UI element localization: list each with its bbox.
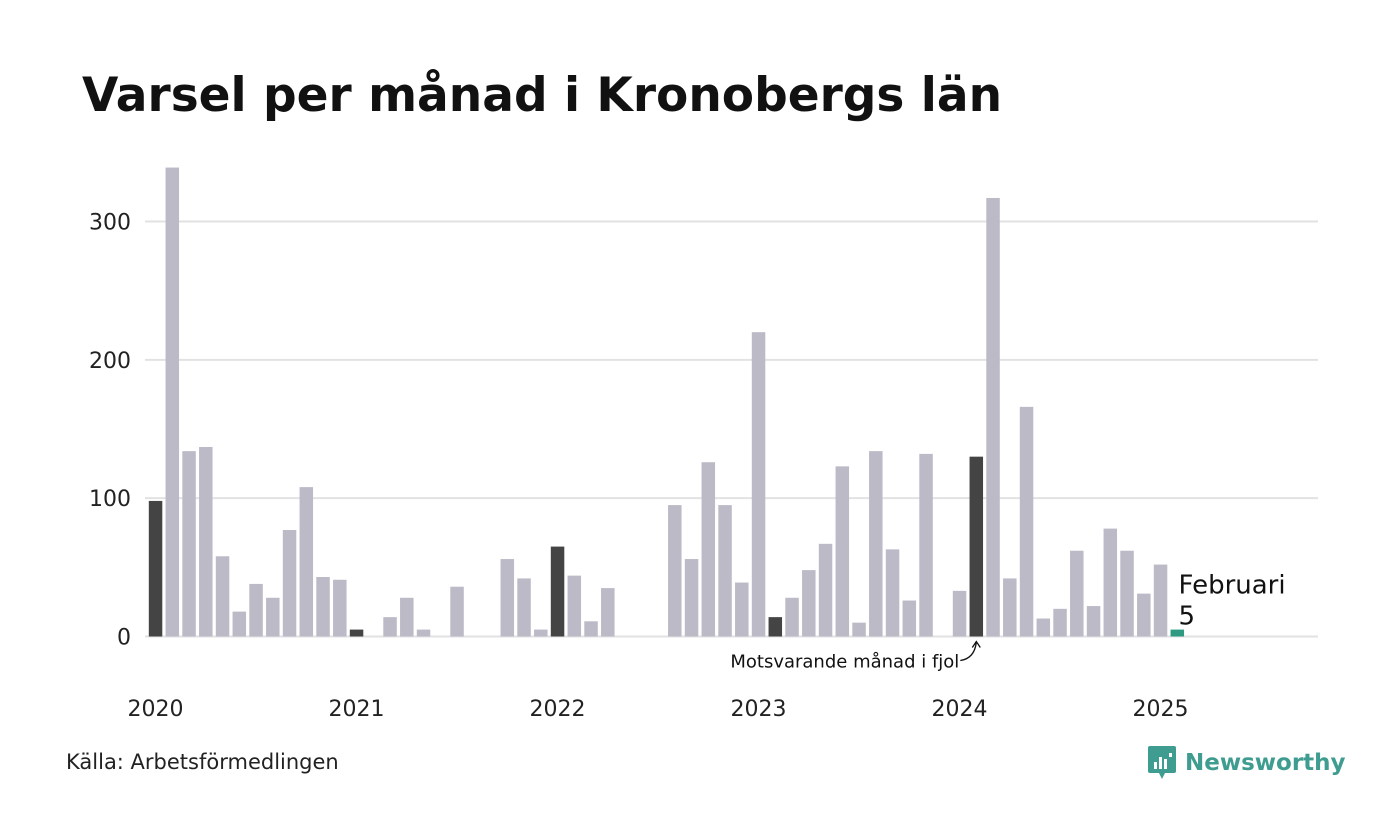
x-tick-label: 2024 xyxy=(932,697,988,722)
bar xyxy=(148,500,163,637)
bar xyxy=(852,622,866,637)
bar xyxy=(165,167,180,637)
bar xyxy=(266,597,280,637)
bar xyxy=(517,578,531,637)
y-tick-label: 0 xyxy=(117,626,131,651)
bar xyxy=(232,611,247,637)
bar xyxy=(684,559,699,637)
bar xyxy=(869,451,883,637)
y-tick-label: 100 xyxy=(89,487,131,512)
bar xyxy=(818,543,833,637)
annotation-arrow xyxy=(960,640,981,662)
bar xyxy=(785,597,799,637)
bar xyxy=(919,453,933,637)
bar xyxy=(885,549,900,637)
bar xyxy=(1170,629,1185,637)
bar xyxy=(668,505,682,637)
bar xyxy=(802,570,816,637)
annotation-label: Motsvarande månad i fjol xyxy=(730,652,959,673)
bar xyxy=(567,575,582,637)
current-month-callout: Februari 5 xyxy=(1179,571,1286,632)
bar xyxy=(316,577,330,637)
bar xyxy=(601,588,615,637)
bar xyxy=(199,446,213,637)
bar xyxy=(550,546,565,637)
y-tick-label: 200 xyxy=(89,349,131,374)
bar xyxy=(718,505,732,637)
bar xyxy=(534,629,548,637)
bar xyxy=(282,529,297,637)
bars xyxy=(148,167,1185,637)
x-tick-label: 2020 xyxy=(128,697,184,722)
bar xyxy=(768,617,783,637)
bar xyxy=(416,629,431,637)
x-axis-ticks: 2020 2021 2022 2023 2024 2025 xyxy=(128,697,1189,722)
bar xyxy=(969,456,984,637)
callout-month-label: Februari xyxy=(1179,571,1286,601)
bar xyxy=(400,597,414,637)
bar xyxy=(1153,564,1168,637)
x-tick-label: 2022 xyxy=(530,697,586,722)
bar xyxy=(299,487,314,637)
callout-value-label: 5 xyxy=(1179,602,1196,632)
bar xyxy=(952,590,967,637)
bar xyxy=(349,629,364,637)
bar xyxy=(182,451,196,637)
y-tick-label: 300 xyxy=(89,211,131,236)
bar xyxy=(902,600,917,637)
bar xyxy=(1086,606,1101,637)
bar xyxy=(1137,593,1151,637)
bar xyxy=(500,559,515,637)
chart-title: Varsel per månad i Kronobergs län xyxy=(82,68,1003,123)
bar xyxy=(333,579,347,637)
source-note: Källa: Arbetsförmedlingen xyxy=(66,750,339,774)
bar xyxy=(450,586,464,637)
bar xyxy=(1103,528,1118,637)
x-tick-label: 2025 xyxy=(1133,697,1189,722)
bar xyxy=(1003,578,1017,637)
y-axis-ticks: 0 100 200 300 xyxy=(89,211,131,651)
bar xyxy=(1019,406,1034,637)
bar xyxy=(701,462,716,637)
bar xyxy=(584,621,598,637)
bar xyxy=(1053,608,1067,637)
bar xyxy=(215,556,230,637)
brand-logo: Newsworthy xyxy=(1147,744,1346,782)
bar xyxy=(835,466,850,637)
x-tick-label: 2023 xyxy=(731,697,787,722)
bar xyxy=(986,197,1000,637)
brand-name: Newsworthy xyxy=(1185,750,1346,776)
previous-year-annotation: Motsvarande månad i fjol xyxy=(730,640,981,673)
bar xyxy=(1070,550,1084,637)
newsworthy-logo-icon xyxy=(1148,746,1176,779)
bar xyxy=(249,583,263,637)
bar xyxy=(1036,618,1051,637)
bar xyxy=(383,617,397,637)
x-tick-label: 2021 xyxy=(329,697,385,722)
bar xyxy=(751,332,766,637)
bar xyxy=(1120,550,1134,637)
bar xyxy=(735,582,749,637)
